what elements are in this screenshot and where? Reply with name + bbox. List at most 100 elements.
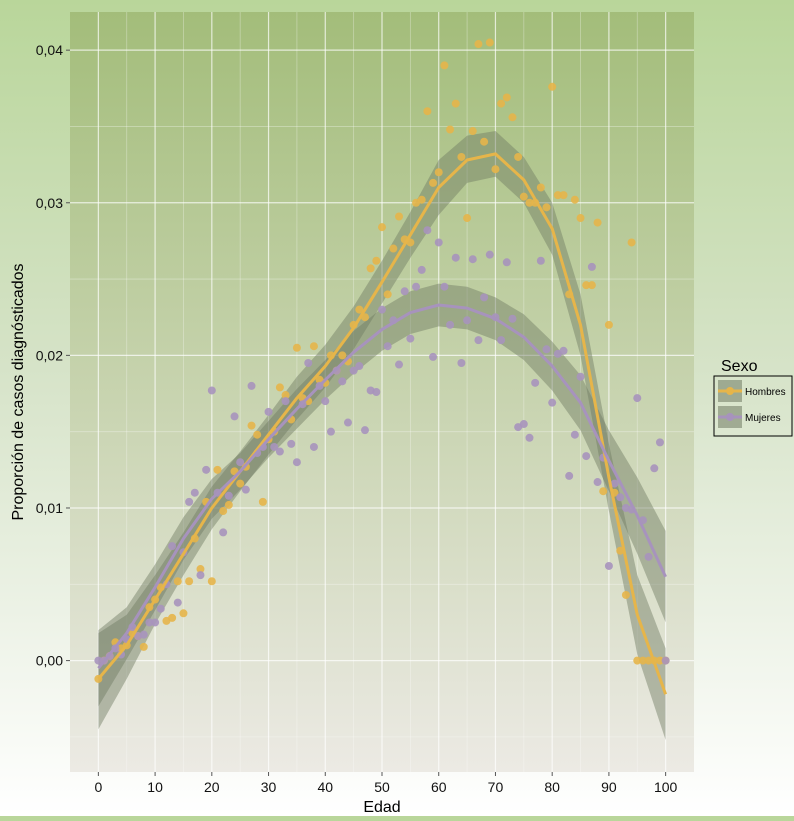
data-point-hombres <box>253 430 262 439</box>
data-point-hombres <box>474 40 483 49</box>
data-point-mujeres <box>429 352 438 361</box>
legend: Sexo Hombres Mujeres <box>713 358 793 437</box>
data-point-hombres <box>519 192 528 201</box>
data-point-hombres <box>440 61 449 70</box>
data-point-mujeres <box>281 397 290 406</box>
data-point-mujeres <box>502 258 511 267</box>
data-point-hombres <box>633 656 642 665</box>
data-point-hombres <box>457 152 466 161</box>
data-points <box>94 38 670 683</box>
data-point-mujeres <box>395 360 404 369</box>
data-point-hombres <box>179 609 188 618</box>
data-point-mujeres <box>480 293 489 302</box>
y-tick-label: 0,03 <box>36 195 63 211</box>
data-point-mujeres <box>412 282 421 291</box>
data-point-hombres <box>366 264 375 273</box>
data-point-hombres <box>247 421 256 430</box>
data-point-mujeres <box>570 430 579 439</box>
data-point-hombres <box>593 218 602 227</box>
data-point-hombres <box>621 590 630 599</box>
data-point-hombres <box>655 656 664 665</box>
data-point-mujeres <box>457 359 466 368</box>
x-tick-label: 90 <box>601 779 617 795</box>
data-point-mujeres <box>633 394 642 403</box>
data-point-hombres <box>638 656 647 665</box>
data-point-mujeres <box>417 265 426 274</box>
fit-line-hombres <box>97 152 668 695</box>
data-point-hombres <box>423 107 432 116</box>
data-point-mujeres <box>531 378 540 387</box>
data-point-hombres <box>417 195 426 204</box>
data-point-hombres <box>434 168 443 177</box>
data-point-hombres <box>207 577 216 586</box>
data-point-hombres <box>173 577 182 586</box>
data-point-hombres <box>378 223 386 232</box>
legend-keys: Hombres Mujeres <box>718 380 786 428</box>
data-point-mujeres <box>548 398 557 407</box>
data-point-mujeres <box>468 255 477 264</box>
data-point-mujeres <box>508 314 517 323</box>
data-point-mujeres <box>287 439 296 448</box>
data-point-mujeres <box>202 465 211 474</box>
confidence-bands <box>98 131 666 740</box>
data-point-mujeres <box>304 359 313 368</box>
data-point-hombres <box>644 656 653 665</box>
data-point-mujeres <box>383 342 392 351</box>
data-point-hombres <box>582 281 591 290</box>
x-tick-label: 0 <box>94 779 102 795</box>
data-point-mujeres <box>655 438 664 447</box>
y-axis-title: Proporción de casos diagnósticados <box>10 263 27 520</box>
data-point-mujeres <box>270 442 279 451</box>
data-point-mujeres <box>474 336 483 345</box>
data-point-mujeres <box>360 426 369 435</box>
data-point-mujeres <box>650 464 659 473</box>
data-point-mujeres <box>565 471 574 480</box>
data-point-mujeres <box>151 618 160 627</box>
data-point-mujeres <box>406 334 415 343</box>
legend-label: Hombres <box>745 387 786 398</box>
data-point-mujeres <box>644 552 653 561</box>
x-tick-label: 100 <box>654 779 678 795</box>
data-point-mujeres <box>434 238 443 247</box>
data-point-hombres <box>497 99 506 108</box>
data-point-mujeres <box>440 282 449 291</box>
data-point-mujeres <box>236 458 245 467</box>
y-tick-label: 0,01 <box>36 500 63 516</box>
data-point-mujeres <box>536 256 545 265</box>
data-point-hombres <box>576 214 585 223</box>
data-point-hombres <box>468 127 477 136</box>
data-point-hombres <box>446 125 455 134</box>
data-point-hombres <box>389 244 398 253</box>
legend-key-point <box>726 387 734 395</box>
data-point-hombres <box>508 113 517 122</box>
data-point-mujeres <box>587 262 596 271</box>
legend-label: Mujeres <box>745 413 781 424</box>
data-point-mujeres <box>616 493 625 502</box>
x-tick-label: 60 <box>431 779 447 795</box>
axis-ticks: 0 10 20 30 40 50 60 70 80 90 100 0,00 0,01 0,02 0,03 0,… <box>36 42 678 795</box>
data-point-mujeres <box>485 250 494 259</box>
fit-line-mujeres <box>97 303 667 670</box>
y-tick-label: 0,04 <box>36 42 63 58</box>
data-point-mujeres <box>292 458 301 467</box>
data-point-hombres <box>480 137 489 146</box>
data-point-mujeres <box>355 362 364 371</box>
data-point-hombres <box>491 165 500 174</box>
data-point-hombres <box>383 290 392 299</box>
x-tick-label: 70 <box>488 779 504 795</box>
data-point-mujeres <box>446 320 455 329</box>
data-point-hombres <box>451 99 460 108</box>
data-point-mujeres <box>207 386 216 395</box>
data-point-hombres <box>536 183 545 192</box>
data-point-mujeres <box>378 305 386 314</box>
data-point-mujeres <box>190 488 199 497</box>
data-point-mujeres <box>219 528 228 537</box>
legend-box <box>713 375 793 437</box>
data-point-mujeres <box>241 485 250 494</box>
data-point-hombres <box>224 500 233 509</box>
data-point-mujeres <box>525 433 534 442</box>
data-point-mujeres <box>230 412 239 421</box>
data-point-hombres <box>213 465 222 474</box>
